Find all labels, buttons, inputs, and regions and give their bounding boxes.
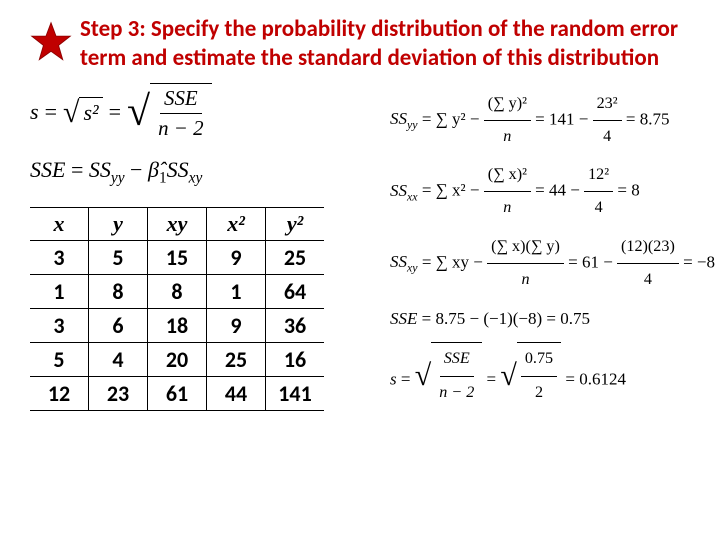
formula-s: s = √ s² = √ SSE n − 2 (30, 83, 370, 189)
eq-s-calc: s = √ SSEn − 2 = √ 0.752 = 0.6124 (390, 342, 715, 409)
table-body: 3 5 15 9 25 1 8 8 1 64 3 6 18 9 (30, 240, 324, 410)
col-y2: y² (266, 207, 325, 240)
s-var: s (30, 97, 39, 128)
eq-ssxx: SSxx = ∑ x² − (∑ x)²n = 44 − 12²4 = 8 (390, 159, 715, 225)
n2-den: n − 2 (154, 114, 207, 143)
header-row: Step 3: Specify the probability distribu… (30, 15, 690, 73)
left-column: s = √ s² = √ SSE n − 2 (30, 83, 370, 416)
table-row: 1 8 8 1 64 (30, 274, 324, 308)
eq-sse-calc: SSE = 8.75 − (−1)(−8) = 0.75 (390, 302, 715, 336)
table-row-totals: 12 23 61 44 141 (30, 376, 324, 410)
slide-title: Step 3: Specify the probability distribu… (80, 15, 690, 73)
data-table: x y xy x² y² 3 5 15 9 25 1 8 8 (30, 207, 324, 411)
star-icon (30, 21, 72, 63)
right-column: SSyy = ∑ y² − (∑ y)²n = 141 − 23²4 = 8.7… (390, 83, 715, 416)
sse-equation: SSE = SSyy − β̂1SSxy (30, 155, 370, 189)
col-xy: xy (148, 207, 207, 240)
s2-var: s² (83, 100, 98, 125)
table-header-row: x y xy x² y² (30, 207, 324, 240)
table-row: 3 5 15 9 25 (30, 240, 324, 274)
table-row: 5 4 20 25 16 (30, 342, 324, 376)
col-x2: x² (207, 207, 266, 240)
col-x: x (30, 207, 89, 240)
table-row: 3 6 18 9 36 (30, 308, 324, 342)
eq-ssyy: SSyy = ∑ y² − (∑ y)²n = 141 − 23²4 = 8.7… (390, 88, 715, 154)
sse-num: SSE (160, 84, 202, 114)
content-area: s = √ s² = √ SSE n − 2 (30, 83, 690, 416)
eq-ssxy: SSxy = ∑ xy − (∑ x)(∑ y)n = 61 − (12)(23… (390, 231, 715, 297)
col-y: y (89, 207, 148, 240)
